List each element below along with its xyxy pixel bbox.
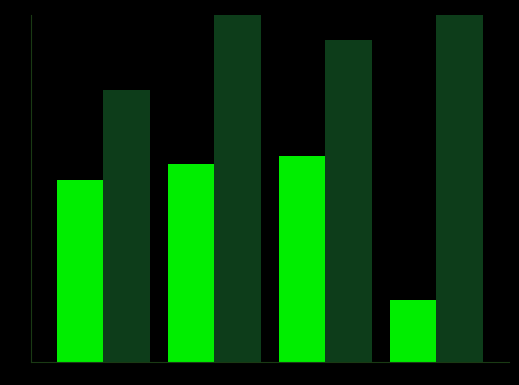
Bar (57, 181, 103, 362)
Bar (390, 300, 436, 362)
Bar (279, 156, 325, 362)
Bar (103, 90, 150, 362)
Bar (325, 40, 372, 362)
Bar (168, 164, 214, 362)
Bar (214, 0, 261, 362)
Bar (436, 7, 483, 362)
